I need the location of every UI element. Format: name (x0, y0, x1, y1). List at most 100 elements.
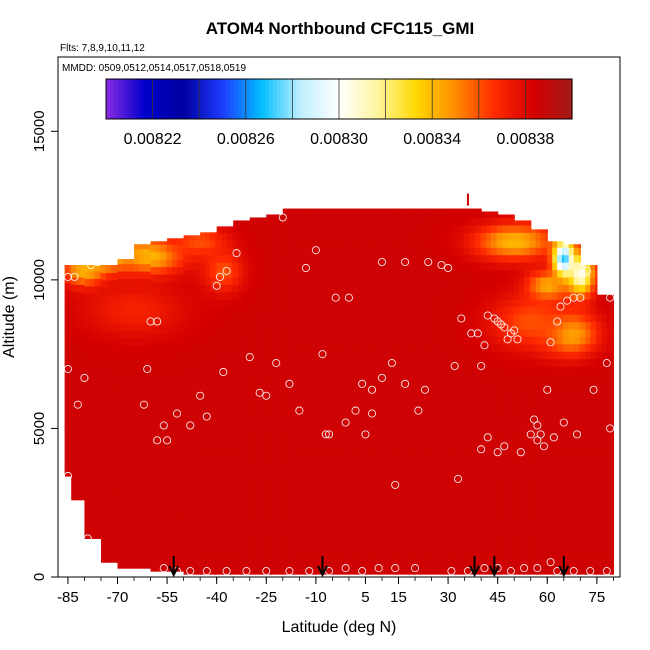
heatmap-cell (287, 440, 294, 449)
heatmap-cell (297, 351, 300, 360)
heatmap-cell (231, 514, 234, 523)
heatmap-cell (127, 404, 133, 413)
heatmap-cell (403, 239, 410, 248)
heatmap-cell (330, 208, 333, 211)
heatmap-cell (396, 321, 400, 330)
heatmap-cell (167, 459, 173, 468)
heatmap-cell (381, 455, 388, 464)
heatmap-cell (167, 363, 173, 372)
heatmap-cell (429, 314, 433, 323)
heatmap-cell (424, 217, 431, 226)
heatmap-cell (76, 321, 82, 330)
heatmap-cell (249, 440, 256, 449)
heatmap-cell (172, 348, 178, 357)
heatmap-cell (215, 284, 218, 293)
heatmap-cell (342, 403, 348, 412)
heatmap-cell (69, 394, 72, 403)
heatmap-cell (436, 232, 443, 241)
heatmap-cell (502, 373, 509, 382)
heatmap-cell (127, 308, 133, 317)
heatmap-cell (248, 559, 251, 568)
heatmap-cell (348, 507, 355, 516)
heatmap-cell (481, 291, 487, 300)
heatmap-cell (282, 440, 289, 449)
heatmap-cell (462, 247, 466, 256)
heatmap-cell (396, 447, 400, 456)
heatmap-cell (127, 464, 133, 473)
heatmap-cell (297, 380, 300, 389)
heatmap-cell (282, 559, 289, 568)
heatmap-cell (143, 345, 150, 354)
heatmap-cell (221, 440, 228, 449)
heatmap-cell (458, 328, 464, 337)
heatmap-cell (200, 418, 206, 427)
heatmap-cell (105, 421, 112, 430)
heatmap-cell (496, 269, 499, 278)
heatmap-cell (332, 514, 338, 523)
heatmap-cell (105, 547, 112, 556)
heatmap-cell (115, 376, 119, 385)
heatmap-cell (84, 434, 91, 443)
heatmap-cell (71, 343, 77, 352)
heatmap-cell (365, 514, 372, 523)
heatmap-cell (155, 541, 162, 550)
heatmap-cell (398, 291, 405, 300)
heatmap-cell (496, 544, 499, 553)
heatmap-cell (287, 217, 294, 226)
heatmap-cell (429, 499, 433, 508)
heatmap-cell (150, 340, 157, 349)
heatmap-cell (314, 551, 317, 560)
heatmap-cell (396, 432, 400, 441)
heatmap-cell (458, 410, 464, 419)
heatmap-cell (347, 239, 350, 248)
heatmap-cell (403, 380, 410, 389)
heatmap-cell (226, 306, 233, 315)
heatmap-cell (363, 514, 367, 523)
heatmap-cell (502, 425, 509, 434)
heatmap-cell (210, 247, 216, 256)
heatmap-cell (200, 291, 206, 300)
heatmap-cell (479, 291, 482, 300)
heatmap-cell (436, 247, 443, 256)
heatmap-cell (486, 254, 492, 263)
heatmap-cell (94, 486, 100, 495)
heatmap-cell (380, 373, 383, 382)
heatmap-cell (365, 314, 372, 323)
heatmap-cell (424, 306, 431, 315)
heatmap-cell (469, 208, 476, 211)
heatmap-cell (496, 440, 499, 449)
heatmap-cell (292, 514, 299, 523)
heatmap-cell (315, 306, 322, 315)
heatmap-cell (188, 291, 195, 300)
heatmap-cell (474, 544, 481, 553)
heatmap-cell (138, 426, 145, 435)
heatmap-cell (287, 462, 294, 471)
heatmap-cell (486, 499, 492, 508)
heatmap-cell (325, 254, 332, 263)
heatmap-cell (100, 354, 107, 363)
heatmap-cell (134, 426, 140, 435)
heatmap-cell (330, 321, 333, 330)
heatmap-cell (89, 501, 95, 510)
heatmap-cell (122, 322, 129, 331)
heatmap-cell (458, 343, 464, 352)
heatmap-cell (358, 276, 365, 285)
heatmap-cell (81, 284, 86, 293)
heatmap-cell (282, 232, 289, 241)
heatmap-cell (386, 358, 393, 367)
heatmap-cell (436, 447, 443, 456)
heatmap-cell (155, 422, 162, 431)
heatmap-cell (419, 351, 426, 360)
heatmap-cell (337, 536, 343, 545)
heatmap-cell (408, 247, 414, 256)
heatmap-cell (100, 279, 107, 288)
heatmap-cell (448, 492, 454, 501)
heatmap-cell (143, 389, 150, 398)
heatmap-cell (446, 269, 449, 278)
heatmap-cell (254, 366, 261, 375)
heatmap-cell (254, 291, 261, 300)
heatmap-cell (481, 336, 487, 345)
heatmap-cell (216, 544, 223, 553)
heatmap-cell (502, 343, 509, 352)
heatmap-cell (375, 440, 381, 449)
